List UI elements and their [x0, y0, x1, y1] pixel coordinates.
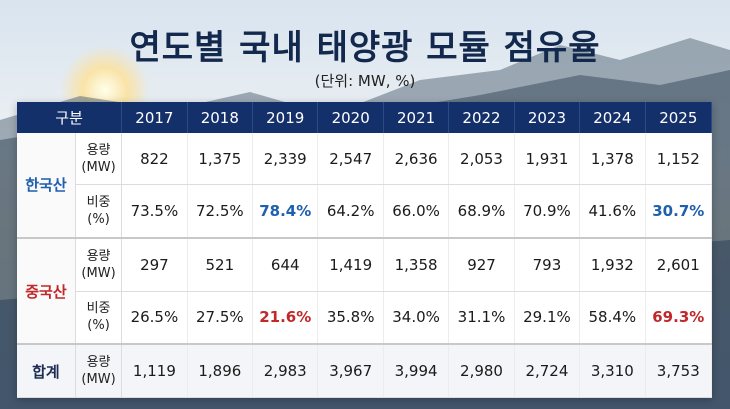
header-category: 구분: [17, 102, 123, 133]
cell-value: 2,339: [252, 133, 319, 186]
cell-value-highlight: 78.4%: [252, 184, 319, 239]
page-title: 연도별 국내 태양광 모듈 점유율: [129, 28, 601, 68]
cell-value: 793: [514, 237, 581, 292]
cell-value: 2,636: [383, 133, 450, 186]
cell-value: 297: [121, 237, 188, 292]
header-year: 2017: [121, 102, 188, 133]
cell-value: 1,932: [579, 237, 646, 292]
group-label-korea: 한국산: [17, 133, 76, 239]
cell-value: 2,601: [645, 237, 713, 292]
sub-label-share: 비중 (%): [75, 184, 123, 239]
group-label-total: 합계: [17, 344, 76, 399]
cell-value: 64.2%: [317, 184, 384, 239]
cell-value: 1,419: [317, 237, 384, 292]
header-year: 2022: [448, 102, 515, 133]
sub-label-share: 비중 (%): [75, 291, 123, 346]
header-year: 2025: [645, 102, 713, 133]
sub-label-capacity: 용량 (MW): [75, 344, 123, 399]
unit-label: (단위: MW, %): [314, 72, 416, 90]
header-year: 2020: [317, 102, 384, 133]
sub-label-text: 용량 (MW): [81, 355, 116, 388]
cell-value: 2,980: [448, 344, 515, 399]
cell-value: 70.9%: [514, 184, 581, 239]
cell-value: 29.1%: [514, 291, 581, 346]
cell-value: 2,547: [317, 133, 384, 186]
cell-value: 41.6%: [579, 184, 646, 239]
cell-value: 2,724: [514, 344, 581, 399]
cell-value: 1,931: [514, 133, 581, 186]
table-row-china-share: 비중 (%) 26.5% 27.5% 21.6% 35.8% 34.0% 31.…: [17, 291, 713, 346]
sub-label-capacity: 용량 (MW): [75, 133, 123, 186]
cell-value: 34.0%: [383, 291, 450, 346]
cell-value: 26.5%: [121, 291, 188, 346]
sub-label-text: 용량 (MW): [81, 142, 116, 175]
cell-value: 1,375: [187, 133, 254, 186]
cell-value-highlight: 21.6%: [252, 291, 319, 346]
cell-value: 927: [448, 237, 515, 292]
header-year: 2019: [252, 102, 319, 133]
table-row-korea-share: 비중 (%) 73.5% 72.5% 78.4% 64.2% 66.0% 68.…: [17, 184, 713, 239]
cell-value: 2,053: [448, 133, 515, 186]
cell-value-highlight: 30.7%: [645, 184, 713, 239]
cell-value: 58.4%: [579, 291, 646, 346]
cell-value: 31.1%: [448, 291, 515, 346]
cell-value: 68.9%: [448, 184, 515, 239]
header-year: 2024: [579, 102, 646, 133]
table-row-total: 합계 용량 (MW) 1,119 1,896 2,983 3,967 3,994…: [17, 344, 713, 399]
cell-value-highlight: 69.3%: [645, 291, 713, 346]
cell-value: 822: [121, 133, 188, 186]
header-year: 2018: [187, 102, 254, 133]
cell-value: 3,994: [383, 344, 450, 399]
cell-value: 73.5%: [121, 184, 188, 239]
cell-value: 3,310: [579, 344, 646, 399]
table-row-china-capacity: 중국산 용량 (MW) 297 521 644 1,419 1,358 927 …: [17, 237, 713, 346]
cell-value: 1,119: [121, 344, 188, 399]
cell-value: 2,983: [252, 344, 319, 399]
cell-value: 1,378: [579, 133, 646, 186]
sub-label-capacity: 용량 (MW): [75, 237, 123, 292]
cell-value: 66.0%: [383, 184, 450, 239]
cell-value: 72.5%: [187, 184, 254, 239]
sub-label-text: 용량 (MW): [81, 248, 116, 281]
module-share-table: 구분 2017 2018 2019 2020 2021 2022 2023 20…: [17, 102, 713, 399]
cell-value: 1,152: [645, 133, 713, 186]
group-label-china: 중국산: [17, 237, 76, 346]
sub-label-text: 비중 (%): [86, 195, 111, 228]
sub-label-text: 비중 (%): [86, 301, 111, 334]
cell-value: 35.8%: [317, 291, 384, 346]
header-year: 2023: [514, 102, 581, 133]
cell-value: 27.5%: [187, 291, 254, 346]
table-header-row: 구분 2017 2018 2019 2020 2021 2022 2023 20…: [17, 102, 713, 133]
cell-value: 1,358: [383, 237, 450, 292]
cell-value: 521: [187, 237, 254, 292]
header-year: 2021: [383, 102, 450, 133]
table-row-korea-capacity: 한국산 용량 (MW) 822 1,375 2,339 2,547 2,636 …: [17, 133, 713, 239]
cell-value: 3,753: [645, 344, 713, 399]
cell-value: 644: [252, 237, 319, 292]
cell-value: 1,896: [187, 344, 254, 399]
cell-value: 3,967: [317, 344, 384, 399]
